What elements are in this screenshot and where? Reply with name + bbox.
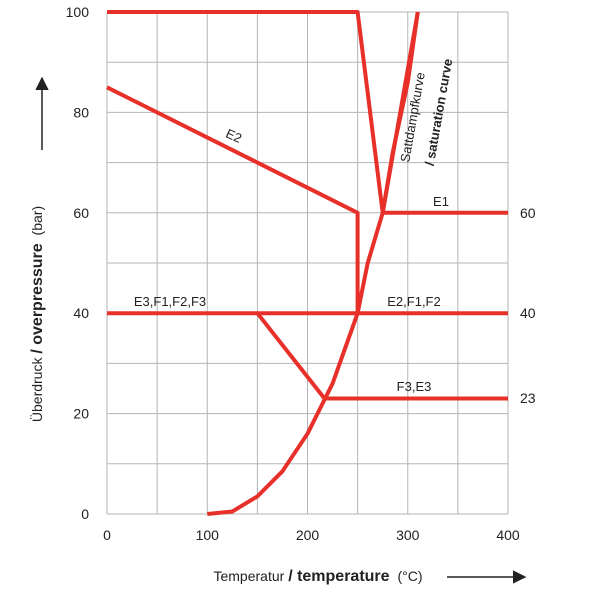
x-tick-label: 100 — [196, 527, 220, 543]
right40-label: E2,F1,F2 — [387, 294, 440, 309]
e1-label: E1 — [433, 194, 449, 209]
y-tick-label: 0 — [81, 506, 89, 522]
series-line-3 — [106, 85, 360, 314]
y-tick-label: 80 — [73, 104, 89, 120]
series-line-2 — [107, 10, 420, 215]
f3e3-label: F3,E3 — [397, 379, 432, 394]
axis-titles: Temperatur / temperature (°C) Überdruck … — [28, 76, 527, 585]
series-line-7 — [255, 311, 327, 400]
e2-label: E2 — [224, 126, 245, 146]
y-axis-label: Überdruck / overpressure (bar) — [28, 206, 46, 422]
y-tick-label: 60 — [73, 205, 89, 221]
x-axis-label-en: / temperature — [288, 568, 389, 585]
x-axis-label: Temperatur / temperature (°C) — [213, 568, 422, 585]
right-value-40: 40 — [520, 305, 536, 321]
annotations: E2 E1 E3,F1,F2,F3 E2,F1,F2 F3,E3 60 40 2… — [134, 58, 536, 406]
y-tick-label: 20 — [73, 406, 89, 422]
y-axis-unit: (bar) — [29, 206, 45, 236]
y-axis-label-de: Überdruck — [28, 357, 45, 423]
right-value-60: 60 — [520, 205, 536, 221]
tick-labels: 0 100 200 300 400 0 20 40 60 80 100 — [66, 4, 520, 543]
x-axis-unit: (°C) — [397, 568, 422, 584]
x-tick-label: 400 — [496, 527, 520, 543]
x-tick-label: 0 — [103, 527, 111, 543]
x-tick-label: 200 — [296, 527, 320, 543]
x-tick-label: 300 — [396, 527, 420, 543]
right-value-23: 23 — [520, 390, 536, 406]
x-axis-label-de: Temperatur — [213, 568, 284, 584]
left40-label: E3,F1,F2,F3 — [134, 294, 206, 309]
y-axis-label-en: / overpressure — [29, 243, 46, 353]
y-tick-label: 40 — [73, 305, 89, 321]
series-group — [106, 10, 508, 516]
y-tick-label: 100 — [66, 4, 90, 20]
